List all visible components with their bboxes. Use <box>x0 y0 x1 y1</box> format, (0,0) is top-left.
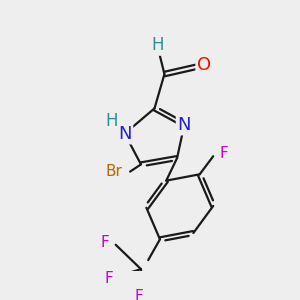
Text: O: O <box>197 56 211 74</box>
Text: N: N <box>178 116 191 134</box>
Text: F: F <box>100 235 109 250</box>
Text: Br: Br <box>105 164 122 179</box>
Text: N: N <box>118 125 131 143</box>
Text: F: F <box>105 271 114 286</box>
Text: F: F <box>220 146 228 161</box>
Text: F: F <box>135 289 143 300</box>
Text: H: H <box>105 112 117 130</box>
Text: H: H <box>151 36 164 54</box>
